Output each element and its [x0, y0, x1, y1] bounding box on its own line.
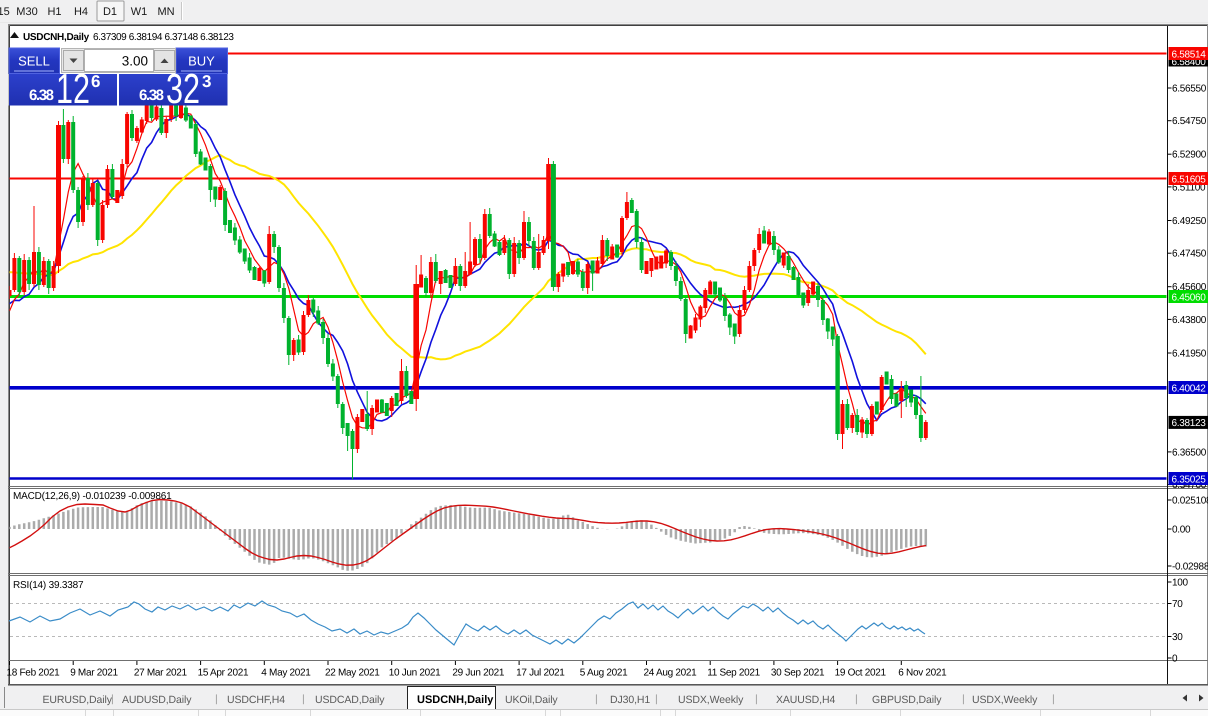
svg-text:6.36500: 6.36500 — [1172, 447, 1207, 458]
svg-text:30: 30 — [1172, 632, 1183, 643]
svg-text:|: | — [302, 693, 305, 705]
svg-text:6.56550: 6.56550 — [1172, 84, 1207, 95]
svg-text:RSI(14) 39.3387: RSI(14) 39.3387 — [13, 580, 84, 591]
svg-text:6.43800: 6.43800 — [1172, 315, 1207, 326]
svg-text:4 May 2021: 4 May 2021 — [261, 668, 311, 679]
svg-text:6.51605: 6.51605 — [1172, 174, 1207, 185]
svg-text:6.54750: 6.54750 — [1172, 116, 1207, 127]
svg-text:3.00: 3.00 — [122, 54, 148, 69]
svg-text:|: | — [111, 693, 114, 705]
svg-text:6.34700: 6.34700 — [1172, 480, 1207, 491]
svg-text:|: | — [215, 693, 218, 705]
svg-text:6.38123: 6.38123 — [1172, 418, 1207, 429]
svg-text:6.49250: 6.49250 — [1172, 216, 1207, 227]
svg-text:6.38: 6.38 — [29, 87, 54, 104]
svg-text:3: 3 — [202, 72, 211, 91]
svg-text:32: 32 — [166, 65, 200, 112]
svg-text:6.51100: 6.51100 — [1172, 182, 1206, 193]
svg-text:0: 0 — [1172, 654, 1178, 665]
svg-text:W1: W1 — [131, 6, 148, 18]
svg-text:D1: D1 — [103, 6, 117, 18]
svg-text:BUY: BUY — [188, 54, 215, 69]
svg-text:GBPUSD,Daily: GBPUSD,Daily — [872, 694, 942, 706]
svg-text:17 Jul 2021: 17 Jul 2021 — [516, 668, 565, 679]
svg-text:10 Jun 2021: 10 Jun 2021 — [389, 668, 441, 679]
svg-text:6.45060: 6.45060 — [1172, 292, 1207, 303]
svg-text:0.025108: 0.025108 — [1172, 496, 1208, 507]
svg-text:0.00: 0.00 — [1172, 525, 1191, 536]
svg-text:M15: M15 — [0, 6, 10, 18]
svg-text:XAUUSD,H4: XAUUSD,H4 — [776, 694, 835, 706]
svg-text:24 Aug 2021: 24 Aug 2021 — [644, 668, 698, 679]
svg-text:6.37309 6.38194 6.37148 6.3812: 6.37309 6.38194 6.37148 6.38123 — [93, 32, 234, 43]
svg-text:|: | — [595, 693, 598, 705]
svg-text:29 Jun 2021: 29 Jun 2021 — [452, 668, 504, 679]
svg-text:USDX,Weekly: USDX,Weekly — [678, 694, 744, 706]
svg-text:6.41950: 6.41950 — [1172, 349, 1207, 360]
svg-text:30 Sep 2021: 30 Sep 2021 — [771, 668, 825, 679]
svg-text:AUDUSD,Daily: AUDUSD,Daily — [122, 694, 192, 706]
svg-text:18 Feb 2021: 18 Feb 2021 — [7, 668, 61, 679]
svg-text:SELL: SELL — [18, 54, 50, 69]
svg-text:5 Aug 2021: 5 Aug 2021 — [580, 668, 628, 679]
svg-text:M30: M30 — [16, 6, 37, 18]
svg-text:USDX,Weekly: USDX,Weekly — [972, 694, 1038, 706]
svg-text:6.58400: 6.58400 — [1172, 57, 1207, 68]
svg-text:UKOil,Daily: UKOil,Daily — [505, 694, 558, 706]
svg-text:9 Mar 2021: 9 Mar 2021 — [70, 668, 118, 679]
svg-text:6.40042: 6.40042 — [1172, 383, 1207, 394]
svg-text:MN: MN — [157, 6, 174, 18]
svg-text:|: | — [1052, 693, 1055, 705]
svg-text:USDCHF,H4: USDCHF,H4 — [227, 694, 285, 706]
svg-text:100: 100 — [1172, 578, 1189, 589]
svg-text:6.38: 6.38 — [139, 87, 164, 104]
svg-text:6 Nov 2021: 6 Nov 2021 — [898, 668, 947, 679]
svg-text:22 May 2021: 22 May 2021 — [325, 668, 380, 679]
svg-text:MACD(12,26,9) -0.010239 -0.009: MACD(12,26,9) -0.010239 -0.009861 — [13, 491, 172, 502]
svg-text:|: | — [755, 693, 758, 705]
svg-text:6.58514: 6.58514 — [1172, 49, 1207, 60]
svg-text:6.45600: 6.45600 — [1172, 282, 1207, 293]
svg-text:EURUSD,Daily: EURUSD,Daily — [43, 694, 113, 706]
svg-text:|: | — [655, 693, 658, 705]
svg-text:H1: H1 — [47, 6, 61, 18]
svg-text:USDCNH,Daily: USDCNH,Daily — [417, 694, 494, 706]
svg-text:12: 12 — [56, 65, 90, 112]
svg-text:6.35025: 6.35025 — [1172, 474, 1207, 485]
svg-text:15 Apr 2021: 15 Apr 2021 — [198, 668, 249, 679]
svg-text:H4: H4 — [74, 6, 88, 18]
svg-text:-0.029886: -0.029886 — [1172, 562, 1208, 573]
svg-text:27 Mar 2021: 27 Mar 2021 — [134, 668, 188, 679]
svg-text:6.47450: 6.47450 — [1172, 249, 1207, 260]
svg-text:|: | — [855, 693, 858, 705]
svg-text:11 Sep 2021: 11 Sep 2021 — [707, 668, 760, 679]
svg-text:DJ30,H1: DJ30,H1 — [610, 694, 650, 706]
svg-text:|: | — [962, 693, 965, 705]
svg-text:USDCAD,Daily: USDCAD,Daily — [315, 694, 385, 706]
svg-text:6.52900: 6.52900 — [1172, 150, 1207, 161]
svg-text:19 Oct 2021: 19 Oct 2021 — [835, 668, 887, 679]
svg-text:70: 70 — [1172, 599, 1183, 610]
svg-text:USDCNH,Daily: USDCNH,Daily — [23, 32, 90, 43]
svg-text:6: 6 — [91, 72, 100, 91]
